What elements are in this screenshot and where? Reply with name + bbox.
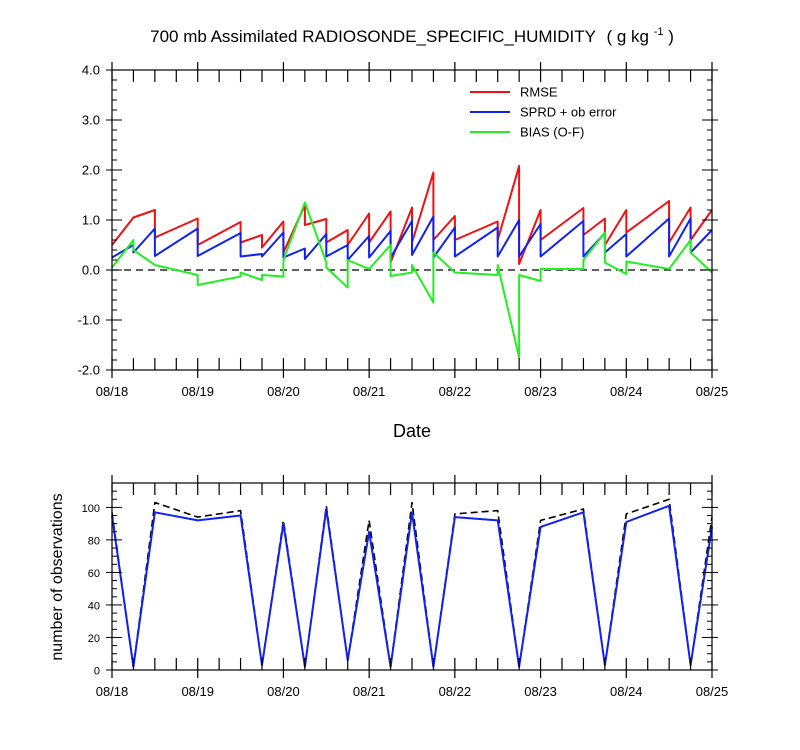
x-tick-label: 08/18 — [96, 384, 129, 399]
x-tick-label: 08/24 — [610, 684, 643, 699]
y-tick-label: 20 — [88, 633, 100, 645]
series-line-total — [111, 498, 713, 668]
x-tick-label: 08/23 — [524, 384, 557, 399]
y-tick-label: 0 — [94, 666, 100, 678]
series-line-bias-o-f- — [111, 201, 713, 359]
x-tick-label: 08/21 — [353, 384, 386, 399]
x-tick-label: 08/25 — [696, 684, 729, 699]
x-tick-label: 08/24 — [610, 384, 643, 399]
x-tick-label: 08/19 — [181, 384, 214, 399]
x-axis-label: Date — [393, 421, 431, 441]
x-tick-label: 08/20 — [267, 384, 300, 399]
chart-title: 700 mb Assimilated RADIOSONDE_SPECIFIC_H… — [150, 20, 674, 46]
x-tick-label: 08/21 — [353, 684, 386, 699]
chart-title-units-close: ) — [668, 27, 674, 46]
series-line-sprd-ob-error — [111, 215, 713, 261]
x-tick-label: 08/23 — [524, 684, 557, 699]
y-tick-label: 1.0 — [82, 213, 100, 228]
chart-title-units: ( g kg — [606, 27, 649, 46]
top-panel: 08/18 08/19 08/20 08/21 08/22 08/23 08/24 08/25… — [78, 62, 729, 441]
y-tick-label: 3.0 — [82, 113, 100, 128]
top-axes: 08/18 08/19 08/20 08/21 08/22 08/23 08/24 08/25… — [78, 62, 729, 399]
y-tick-label: 100 — [82, 503, 100, 515]
y-tick-label: 0.0 — [82, 263, 100, 278]
x-tick-label: 08/20 — [267, 684, 300, 699]
plot-frame — [111, 482, 713, 671]
y-tick-label: -2.0 — [78, 363, 100, 378]
x-tick-label: 08/18 — [96, 684, 129, 699]
bottom-axes: 08/18 08/19 08/20 08/21 08/22 08/23 08/24 08/25… — [82, 475, 729, 699]
y-axis-label: number of observations — [49, 493, 66, 660]
x-tick-label: 08/22 — [439, 684, 472, 699]
x-tick-label: 08/19 — [181, 684, 214, 699]
x-tick-label: 08/25 — [696, 384, 729, 399]
y-tick-label: 80 — [88, 535, 100, 547]
y-tick-label: 2.0 — [82, 163, 100, 178]
legend: RMSE SPRD + ob error BIAS (O-F) — [470, 85, 617, 140]
bottom-plot-area — [111, 498, 713, 668]
bottom-panel: 08/18 08/19 08/20 08/21 08/22 08/23 08/24 08/25… — [49, 475, 728, 699]
legend-label: RMSE — [520, 85, 558, 100]
x-tick-label: 08/22 — [439, 384, 472, 399]
chart-title-units-exp: -1 — [654, 26, 664, 38]
series-line-assimilated — [111, 504, 713, 668]
y-tick-label: 40 — [88, 600, 100, 612]
y-tick-label: 4.0 — [82, 63, 100, 78]
legend-label: BIAS (O-F) — [520, 125, 584, 140]
y-tick-label: -1.0 — [78, 313, 100, 328]
top-plot-area — [111, 165, 713, 359]
y-tick-label: 60 — [88, 568, 100, 580]
chart-title-main: 700 mb Assimilated RADIOSONDE_SPECIFIC_H… — [150, 27, 596, 46]
legend-label: SPRD + ob error — [520, 105, 617, 120]
